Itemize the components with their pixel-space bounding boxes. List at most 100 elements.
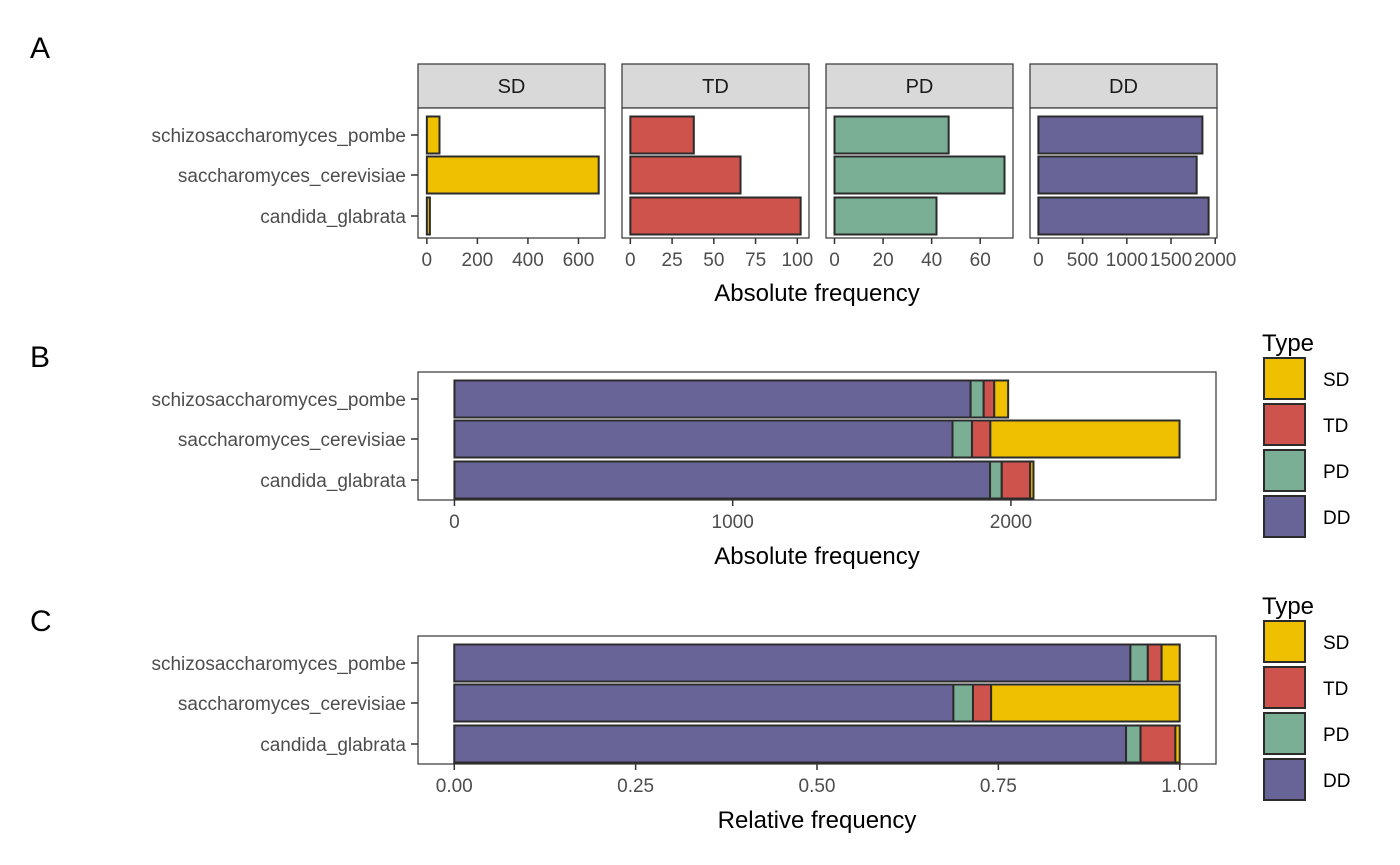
legend-c-key-td [1263, 666, 1306, 709]
facet-sd-xtick-label-1: 200 [462, 250, 494, 271]
legend-b-key-dd [1263, 495, 1306, 538]
facet-strip-sd [417, 63, 606, 109]
bar-dd-saccharomyces-cerevisiae [1037, 155, 1198, 195]
panel-b-bar-td-candida-glabrata [1000, 460, 1032, 500]
panel-a-ylabel-schizosaccharomyces-pombe: schizosaccharomyces_pombe [151, 126, 406, 147]
panel-b-xtick-label-2: 2000 [990, 512, 1032, 533]
panel-c-xtick-label-2: 0.50 [799, 776, 836, 797]
facet-pd-xtick-label-2: 40 [921, 250, 942, 271]
facet-sd-xtick-label-3: 600 [563, 250, 595, 271]
panel-b-xtick-label-1: 1000 [712, 512, 754, 533]
legend-b-title: Type [1262, 330, 1314, 357]
facet-sd-xtick-label-0: 0 [422, 250, 433, 271]
legend-c-key-dd [1263, 758, 1306, 801]
panel-b-ylabel-saccharomyces-cerevisiae: saccharomyces_cerevisiae [178, 430, 406, 451]
panel-b-bar-td-schizosaccharomyces-pombe [982, 379, 996, 419]
facet-dd: DD 0 500 1000 1500 2000 [1029, 63, 1236, 271]
panel-b-bar-pd-schizosaccharomyces-pombe [969, 379, 985, 419]
panel-b-ylabel-schizosaccharomyces-pombe: schizosaccharomyces_pombe [151, 390, 406, 411]
legend-c: Type SD TD PD DD [1262, 593, 1350, 801]
panel-a-ylabel-candida-glabrata: candida_glabrata [260, 207, 406, 228]
bar-dd-candida-glabrata [1037, 196, 1210, 236]
panel-b-bar-td-saccharomyces-cerevisiae [970, 419, 992, 459]
bar-sd-schizosaccharomyces-pombe [425, 115, 441, 155]
legend-b-key-sd [1263, 357, 1306, 400]
bar-pd-saccharomyces-cerevisiae [833, 155, 1006, 195]
facet-td-xtick-label-0: 0 [625, 250, 636, 271]
legend-b-key-pd [1263, 449, 1306, 492]
bar-pd-schizosaccharomyces-pombe [833, 115, 950, 155]
panel-b-ylabel-candida-glabrata: candida_glabrata [260, 471, 406, 492]
legend-b-label-dd: DD [1323, 508, 1350, 529]
legend-c-label-td: TD [1323, 679, 1348, 700]
bar-sd-candida-glabrata [425, 196, 431, 236]
panel-c-bar-dd-saccharomyces-cerevisiae [453, 683, 955, 723]
facet-strip-label-dd: DD [1109, 76, 1138, 98]
facet-td: TD 0 25 50 75 100 [621, 63, 813, 271]
panel-c-bar-td-saccharomyces-cerevisiae [971, 683, 993, 723]
facet-dd-xtick-label-0: 0 [1033, 250, 1044, 271]
panel-c-xtick-label-4: 1.00 [1161, 776, 1198, 797]
facet-dd-xtick-label-3: 1500 [1150, 250, 1192, 271]
facet-dd-xtick-label-1: 500 [1067, 250, 1099, 271]
facet-strip-label-sd: SD [498, 76, 526, 98]
legend-b: Type SD TD PD DD [1262, 330, 1350, 538]
panel-a: A SD 0 200 400 600 TD 0 25 50 75 100 PD 0 20 40 60 DD 0 500… [30, 32, 1236, 307]
facet-pd-xtick-label-3: 60 [970, 250, 991, 271]
legend-b-label-td: TD [1323, 416, 1348, 437]
facet-td-xtick-label-3: 75 [745, 250, 766, 271]
facet-strip-label-pd: PD [906, 76, 934, 98]
panel-b-letter: B [30, 341, 50, 374]
panel-b-bar-dd-schizosaccharomyces-pombe [453, 379, 972, 419]
panel-b-bar-dd-candida-glabrata [453, 460, 992, 500]
panel-b-bar-sd-schizosaccharomyces-pombe [993, 379, 1010, 419]
panel-c-ylabel-schizosaccharomyces-pombe: schizosaccharomyces_pombe [151, 654, 406, 675]
panel-b-bar-dd-saccharomyces-cerevisiae [453, 419, 954, 459]
panel-c-bar-sd-saccharomyces-cerevisiae [990, 683, 1181, 723]
panel-b-bar-pd-saccharomyces-cerevisiae [951, 419, 973, 459]
legend-c-label-sd: SD [1323, 633, 1349, 654]
panel-c-bar-sd-schizosaccharomyces-pombe [1160, 643, 1181, 683]
bar-sd-saccharomyces-cerevisiae [425, 155, 600, 195]
panel-c-bar-dd-candida-glabrata [453, 724, 1128, 764]
panel-c-ylabel-saccharomyces-cerevisiae: saccharomyces_cerevisiae [178, 694, 406, 715]
bar-td-saccharomyces-cerevisiae [629, 155, 742, 195]
legend-c-label-pd: PD [1323, 725, 1349, 746]
panel-c-bar-td-schizosaccharomyces-pombe [1146, 643, 1163, 683]
panel-letter-a: A [30, 32, 50, 65]
facet-pd-xtick-label-1: 20 [873, 250, 894, 271]
panel-b-bar-sd-candida-glabrata [1029, 460, 1035, 500]
panel-b-xlabel: Absolute frequency [714, 543, 919, 570]
facet-strip-td [621, 63, 810, 109]
panel-b-bar-sd-saccharomyces-cerevisiae [989, 419, 1181, 459]
legend-b-label-pd: PD [1323, 462, 1349, 483]
facet-td-xtick-label-4: 100 [781, 250, 813, 271]
legend-c-label-dd: DD [1323, 771, 1350, 792]
panel-c-bar-sd-candida-glabrata [1174, 724, 1181, 764]
facet-pd-xtick-label-0: 0 [829, 250, 840, 271]
facet-pd: PD 0 20 40 60 [825, 63, 1014, 271]
panel-c-xtick-label-0: 0.00 [436, 776, 473, 797]
panel-c-bar-td-candida-glabrata [1139, 724, 1177, 764]
panel-c-bar-dd-schizosaccharomyces-pombe [453, 643, 1132, 683]
panel-a-ylabel-saccharomyces-cerevisiae: saccharomyces_cerevisiae [178, 166, 406, 187]
bar-td-schizosaccharomyces-pombe [629, 115, 695, 155]
bar-td-candida-glabrata [629, 196, 802, 236]
panel-c-bar-pd-saccharomyces-cerevisiae [952, 683, 974, 723]
facet-sd: SD 0 200 400 600 [417, 63, 606, 271]
facet-td-xtick-label-1: 25 [662, 250, 683, 271]
legend-c-key-pd [1263, 712, 1306, 755]
facet-dd-xtick-label-4: 2000 [1194, 250, 1236, 271]
legend-c-title: Type [1262, 593, 1314, 620]
panel-a-xlabel: Absolute frequency [714, 280, 919, 307]
legend-b-label-sd: SD [1323, 370, 1349, 391]
facet-sd-xtick-label-2: 400 [512, 250, 544, 271]
panel-c-xtick-label-1: 0.25 [617, 776, 654, 797]
facet-dd-xtick-label-2: 1000 [1106, 250, 1148, 271]
panel-c-bar-pd-candida-glabrata [1125, 724, 1142, 764]
facet-td-xtick-label-2: 50 [703, 250, 724, 271]
panel-c-xtick-label-3: 0.75 [980, 776, 1017, 797]
